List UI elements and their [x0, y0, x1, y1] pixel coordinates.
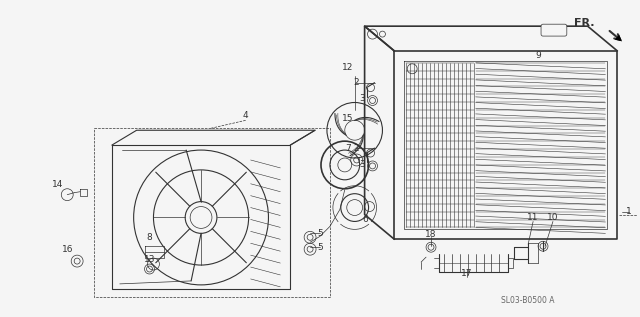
Text: 2: 2	[353, 78, 358, 87]
Text: 1: 1	[627, 207, 632, 216]
Text: 10: 10	[547, 213, 559, 222]
Text: 15: 15	[342, 114, 353, 123]
Text: 9: 9	[535, 51, 541, 61]
Text: 13: 13	[144, 255, 156, 264]
Text: 7: 7	[345, 144, 351, 152]
Text: FR.: FR.	[574, 18, 595, 28]
Text: 3: 3	[360, 94, 365, 103]
Text: 5: 5	[317, 243, 323, 252]
Text: 2: 2	[353, 144, 358, 152]
Text: SL03-B0500 A: SL03-B0500 A	[501, 296, 555, 305]
Text: 16: 16	[61, 245, 73, 254]
FancyBboxPatch shape	[541, 24, 567, 36]
Text: 8: 8	[147, 233, 152, 242]
Text: 5: 5	[317, 229, 323, 238]
Text: 4: 4	[243, 111, 248, 120]
Text: 17: 17	[461, 269, 472, 278]
Text: 11: 11	[527, 213, 539, 222]
Text: 12: 12	[342, 63, 353, 72]
Text: 3: 3	[360, 160, 365, 170]
Text: 18: 18	[425, 230, 436, 239]
Text: 6: 6	[363, 215, 369, 224]
Text: 14: 14	[52, 180, 63, 189]
